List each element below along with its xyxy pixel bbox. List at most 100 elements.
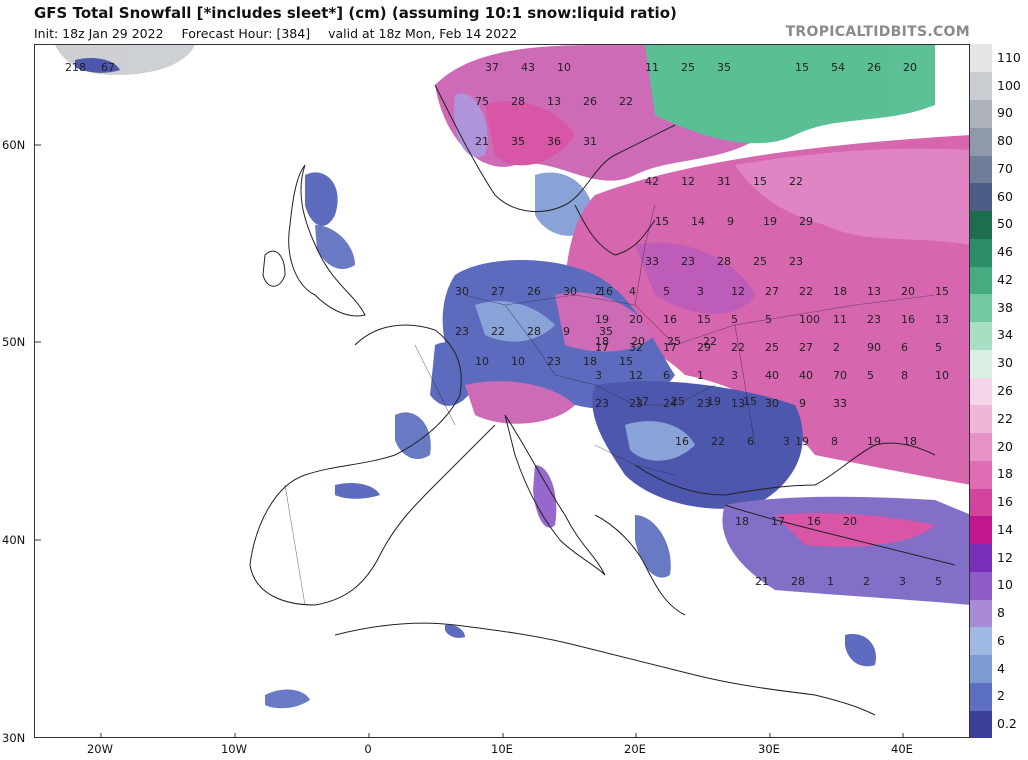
snowfall-value-label: 15 (743, 395, 757, 408)
snowfall-value-label: 16 (663, 313, 677, 326)
snowfall-value-label: 16 (807, 515, 821, 528)
lon-label-20w: 20W (86, 742, 114, 756)
snowfall-value-label: 11 (645, 61, 659, 74)
snowfall-value-label: 32 (629, 341, 643, 354)
snowfall-value-label: 23 (681, 255, 695, 268)
snowfall-value-label: 31 (717, 175, 731, 188)
snowfall-value-label: 5 (935, 575, 942, 588)
snowfall-value-label: 43 (521, 61, 535, 74)
coastlines (249, 84, 956, 716)
snowfall-value-label: 35 (511, 135, 525, 148)
lat-label-60n: 60N (2, 138, 26, 152)
snowfall-value-label: 5 (867, 369, 874, 382)
snowfall-value-label: 17 (595, 341, 609, 354)
snowfall-value-label: 6 (901, 341, 908, 354)
snowfall-value-label: 29 (697, 341, 711, 354)
snowfall-value-label: 19 (707, 395, 721, 408)
colorbar-swatch (970, 182, 992, 212)
snowfall-value-label: 75 (475, 95, 489, 108)
colorbar-swatch (970, 543, 992, 572)
snowfall-value-label: 23 (629, 397, 643, 410)
snowfall-value-label: 9 (563, 325, 570, 338)
colorbar-swatch (970, 682, 992, 711)
snowfall-value-label: 54 (831, 61, 845, 74)
lat-label-30n: 30N (2, 731, 26, 745)
snowfall-value-label: 37 (485, 61, 499, 74)
lat-label-50n: 50N (2, 335, 26, 349)
colorbar-swatch (970, 515, 992, 545)
snowfall-value-label: 15 (619, 355, 633, 368)
snowfall-value-label: 9 (727, 215, 734, 228)
snowfall-value-label: 40 (765, 369, 779, 382)
site-credit: TROPICALTIDBITS.COM (785, 24, 970, 40)
colorbar-level-label: 38 (997, 299, 1013, 315)
snowfall-value-label: 12 (681, 175, 695, 188)
snowfall-value-label: 8 (901, 369, 908, 382)
snowfall-value-label: 15 (753, 175, 767, 188)
snowfall-value-label: 13 (935, 313, 949, 326)
snowfall-value-label: 100 (799, 313, 820, 326)
colorbar-level-label: 42 (997, 271, 1013, 287)
snowfall-shading (55, 45, 969, 709)
snowfall-value-label: 19 (867, 435, 881, 448)
snowfall-value-label: 3 (595, 369, 602, 382)
colorbar-swatch (970, 238, 992, 267)
snowfall-value-label: 17 (771, 515, 785, 528)
snowfall-value-label: 13 (547, 95, 561, 108)
lat-label-40n: 40N (2, 533, 26, 547)
colorbar-swatch (970, 71, 992, 100)
snowfall-value-label: 20 (901, 285, 915, 298)
snowfall-value-label: 9 (799, 397, 806, 410)
colorbar-swatch (970, 127, 992, 156)
snowfall-value-label: 27 (799, 341, 813, 354)
snowfall-value-label: 18 (735, 515, 749, 528)
snowfall-value-label: 1 (827, 575, 834, 588)
colorbar-level-label: 34 (997, 327, 1013, 343)
snowfall-value-label: 35 (717, 61, 731, 74)
country-borders (284, 204, 936, 606)
snowfall-value-label: 25 (765, 341, 779, 354)
snowfall-value-label: 21 (475, 135, 489, 148)
snowfall-value-label: 3 (783, 435, 790, 448)
snowfall-value-label: 27 (491, 285, 505, 298)
snowfall-value-label: 67 (101, 61, 115, 74)
colorbar-level-label: 18 (997, 466, 1013, 482)
snowfall-value-label: 23 (455, 325, 469, 338)
snowfall-value-label: 29 (799, 215, 813, 228)
snowfall-value-label: 28 (791, 575, 805, 588)
lon-label-10w: 10W (220, 742, 248, 756)
snowfall-value-label: 20 (843, 515, 857, 528)
graticule (35, 144, 904, 737)
snowfall-value-label: 25 (681, 61, 695, 74)
snowfall-value-label: 22 (619, 95, 633, 108)
snowfall-value-label: 15 (655, 215, 669, 228)
snowfall-value-label: 16 (599, 285, 613, 298)
snowfall-value-label: 26 (867, 61, 881, 74)
snowfall-value-label: 35 (599, 325, 613, 338)
snowfall-value-label: 23 (595, 397, 609, 410)
snowfall-value-label: 22 (799, 285, 813, 298)
colorbar-swatch (970, 626, 992, 656)
snowfall-value-label: 36 (547, 135, 561, 148)
snowfall-value-label: 2 (595, 285, 602, 298)
colorbar-level-label: 60 (997, 188, 1013, 204)
init-time: Init: 18z Jan 29 2022 (34, 26, 164, 41)
colorbar-level-label: 80 (997, 133, 1013, 149)
snowfall-value-label: 15 (935, 285, 949, 298)
snowfall-value-label: 28 (717, 255, 731, 268)
snowfall-value-label: 23 (547, 355, 561, 368)
colorbar-swatch (970, 99, 992, 128)
map-title: GFS Total Snowfall [*includes sleet*] (c… (34, 4, 677, 22)
snowfall-value-label: 30 (765, 397, 779, 410)
snowfall-value-label: 10 (557, 61, 571, 74)
snowfall-value-label: 5 (663, 285, 670, 298)
snowfall-value-label: 14 (691, 215, 705, 228)
colorbar-level-label: 22 (997, 410, 1013, 426)
snowfall-value-label: 18 (903, 435, 917, 448)
colorbar-level-label: 6 (997, 632, 1005, 648)
colorbar-legend: 0.2 2 4 6 8 10 12 14 16 18 20 22 26 30 34 38 42 46 50 60 70 8… (970, 44, 1028, 739)
snowfall-value-label: 2 (833, 341, 840, 354)
snowfall-value-label: 23 (789, 255, 803, 268)
colorbar-swatch (970, 321, 992, 350)
